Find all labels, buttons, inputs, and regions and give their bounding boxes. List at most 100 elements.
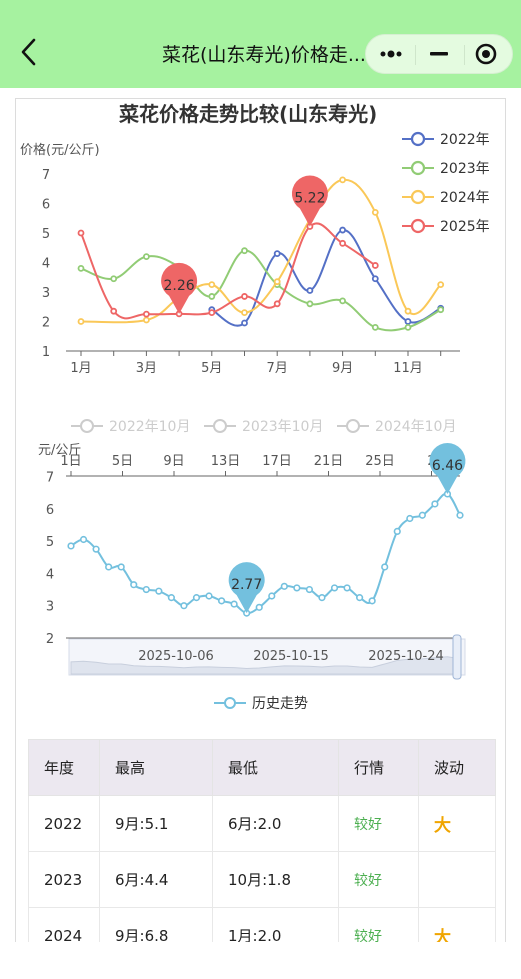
legend-label: 2023年 bbox=[440, 161, 490, 177]
day-tick: 17日 bbox=[262, 454, 292, 469]
data-point bbox=[155, 587, 163, 595]
price-summary-table: 年度 最高 最低 行情 波动 2022 9月:5.1 6月:2.0 较好 大 2… bbox=[28, 739, 496, 964]
chart1-y-tick: 6 bbox=[42, 198, 50, 213]
data-point bbox=[241, 319, 248, 327]
chart1-marker: 2.26 bbox=[161, 262, 198, 314]
year-legend-marker[interactable] bbox=[80, 419, 94, 433]
chart1-title: 菜花价格走势比较(山东寿光) bbox=[118, 102, 377, 126]
chart1-annotations: 2.26 5.22 bbox=[161, 175, 328, 314]
legend-label: 2025年 bbox=[440, 219, 490, 235]
col-volatility: 波动 bbox=[418, 739, 496, 796]
year-legend-label[interactable]: 2022年10月 bbox=[109, 419, 190, 435]
year-legend-marker[interactable] bbox=[346, 419, 360, 433]
minimize-icon[interactable] bbox=[416, 35, 465, 75]
data-point bbox=[418, 511, 426, 519]
data-point bbox=[306, 287, 314, 294]
data-point bbox=[393, 527, 401, 536]
chart1-y-tick: 1 bbox=[42, 345, 50, 360]
data-point bbox=[404, 307, 412, 315]
mini-program-capsule bbox=[365, 34, 513, 74]
chart2-y-tick: 6 bbox=[46, 503, 54, 518]
data-point bbox=[381, 563, 389, 571]
data-point bbox=[273, 250, 281, 258]
data-zoom-handle[interactable] bbox=[452, 634, 462, 680]
high-cell: 6月:4.4 bbox=[99, 851, 213, 908]
year-cell: 2022 bbox=[28, 795, 100, 852]
data-point bbox=[255, 603, 263, 611]
more-dots-icon[interactable] bbox=[366, 35, 415, 75]
trend-cell: 较好 bbox=[338, 795, 419, 852]
legend-marker bbox=[410, 218, 426, 234]
day-tick: 5日 bbox=[112, 454, 133, 469]
chart2-y-tick: 4 bbox=[46, 567, 54, 582]
data-point bbox=[371, 208, 379, 216]
chart2-y-tick: 7 bbox=[46, 471, 54, 486]
chart1-marker-shape bbox=[291, 175, 328, 227]
page-title: 菜花(山东寿光)价格走... bbox=[162, 44, 366, 66]
year-legend-marker[interactable] bbox=[213, 419, 227, 433]
data-point bbox=[305, 585, 314, 594]
history-line bbox=[70, 492, 461, 615]
year-legend-label[interactable]: 2024年10月 bbox=[375, 419, 456, 435]
data-point bbox=[268, 592, 276, 600]
data-point bbox=[371, 275, 379, 283]
data-point bbox=[208, 293, 216, 300]
history-legend-label: 历史走势 bbox=[252, 696, 308, 712]
series-line-2024年 bbox=[80, 178, 442, 324]
day-tick: 25日 bbox=[365, 454, 395, 469]
history-legend-marker bbox=[224, 697, 236, 709]
data-point bbox=[77, 264, 85, 272]
chart1-marker: 5.22 bbox=[291, 175, 328, 227]
data-point bbox=[371, 323, 379, 331]
data-point bbox=[293, 584, 301, 592]
data-point bbox=[339, 226, 347, 234]
target-close-icon[interactable] bbox=[465, 35, 514, 75]
chart2-y-ticks: 2 3 4 5 6 7 bbox=[46, 471, 54, 648]
legend-marker bbox=[410, 131, 426, 147]
year-legend-label[interactable]: 2023年10月 bbox=[242, 419, 323, 435]
col-low: 最低 bbox=[212, 739, 339, 796]
data-point bbox=[192, 594, 201, 602]
chart1-series bbox=[77, 176, 445, 332]
table-row: 2023 6月:4.4 10月:1.8 较好 bbox=[28, 851, 496, 908]
legend-marker bbox=[410, 189, 426, 205]
trend-cell: 较好 bbox=[338, 851, 419, 908]
content-card: 菜花价格走势比较(山东寿光) 价格(元/公斤) 1 2 3 4 5 6 7 1月 3月 5月 7月… bbox=[15, 98, 506, 968]
data-point bbox=[77, 318, 85, 325]
chart2-y-tick: 5 bbox=[46, 535, 54, 550]
data-point bbox=[330, 584, 339, 592]
chart1-y-tick: 4 bbox=[42, 257, 50, 272]
chart1-x-tick: 11月 bbox=[393, 361, 423, 376]
data-point bbox=[437, 306, 445, 314]
data-point bbox=[92, 545, 100, 553]
data-point bbox=[404, 318, 412, 325]
legend-marker bbox=[410, 160, 426, 176]
chart1-marker-shape bbox=[161, 262, 198, 314]
back-button[interactable] bbox=[14, 34, 44, 70]
chart2-y-axis-label: 元/公斤 bbox=[38, 443, 81, 458]
high-cell: 9月:5.1 bbox=[99, 795, 213, 852]
chart2-y-tick: 3 bbox=[46, 600, 54, 615]
data-point bbox=[280, 582, 288, 590]
data-point bbox=[437, 281, 445, 289]
volatility-cell: 大 bbox=[418, 795, 496, 852]
chart2-date-tick: 2025-10-15 bbox=[253, 649, 329, 664]
legend-label: 2024年 bbox=[440, 190, 490, 206]
table-header-row: 年度 最高 最低 行情 波动 bbox=[28, 739, 496, 796]
chevron-left-icon bbox=[21, 38, 36, 66]
data-point bbox=[273, 300, 281, 308]
chart2-date-ticks: 2025-10-06 2025-10-15 2025-10-24 bbox=[138, 649, 444, 664]
day-tick: 13日 bbox=[211, 454, 241, 469]
col-trend: 行情 bbox=[338, 739, 419, 796]
data-point bbox=[77, 229, 85, 237]
chart1-x-tick: 1月 bbox=[70, 361, 91, 376]
data-point bbox=[142, 253, 150, 261]
series-line-2022年 bbox=[211, 229, 442, 327]
data-point bbox=[339, 239, 347, 247]
data-point bbox=[110, 275, 118, 283]
bottom-safe-area bbox=[0, 942, 521, 979]
capsule-divider bbox=[464, 45, 465, 65]
data-point bbox=[208, 309, 216, 317]
data-point bbox=[205, 592, 213, 600]
